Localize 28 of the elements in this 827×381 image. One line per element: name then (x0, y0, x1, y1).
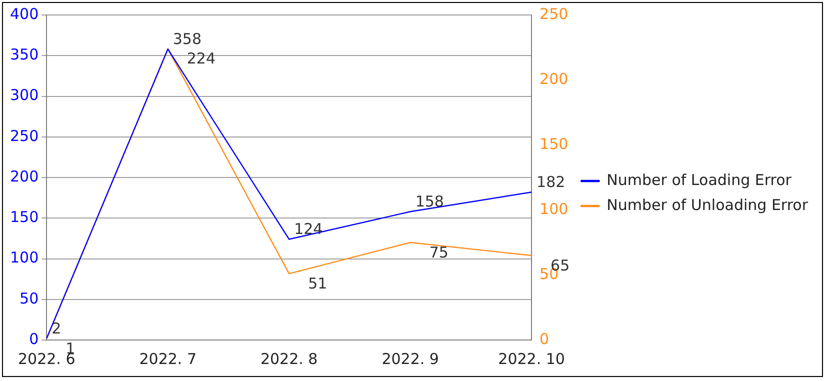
y-tick-label: 250 (10, 126, 39, 145)
x-tick-label: 2022. 10 (498, 350, 565, 368)
data-label: 2 (52, 319, 62, 338)
y-tick-label: 200 (10, 167, 39, 186)
y-tick-label: 350 (10, 46, 39, 64)
y-tick-label: 300 (10, 86, 39, 104)
legend-label: Number of Loading Error (606, 170, 792, 189)
data-label: 182 (536, 173, 566, 192)
data-label: 224 (186, 50, 216, 68)
data-label: 158 (415, 192, 444, 211)
data-label: 124 (294, 220, 323, 238)
y-tick-label: 400 (10, 4, 39, 23)
x-tick-label: 2022. 9 (382, 350, 439, 368)
data-label: 75 (429, 243, 448, 262)
y-tick-label: 100 (10, 248, 39, 267)
y2-tick-label: 100 (540, 200, 568, 218)
legend-label: Number of Unloading Error (606, 196, 809, 214)
data-label: 358 (172, 30, 202, 48)
y-tick-label: 0 (29, 330, 39, 348)
x-tick-label: 2022. 7 (139, 350, 196, 368)
y-tick-label: 150 (10, 208, 39, 226)
y2-tick-label: 200 (540, 70, 568, 88)
x-tick-label: 2022. 8 (260, 350, 318, 368)
y2-tick-label: 150 (540, 134, 568, 153)
y-tick-label: 50 (20, 289, 39, 308)
y2-tick-label: 0 (540, 330, 550, 348)
y2-tick-label: 250 (540, 4, 568, 23)
data-label: 51 (308, 274, 328, 293)
